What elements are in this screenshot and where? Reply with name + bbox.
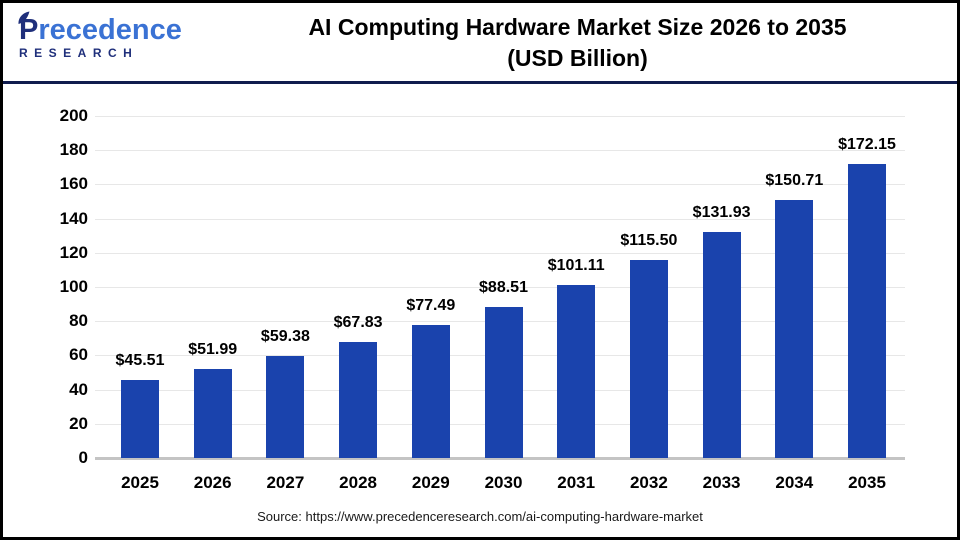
gridline-140: [95, 218, 905, 220]
bar-2033: [702, 232, 741, 458]
bar-2030: [484, 306, 523, 458]
chart-title: AI Computing Hardware Market Size 2026 t…: [198, 3, 957, 81]
y-tick-140: 140: [59, 208, 88, 228]
bar-value-2030: $88.51: [479, 278, 528, 296]
bar-2026: [193, 369, 232, 458]
bar-2029: [411, 325, 450, 458]
x-tick-2034: 2034: [775, 473, 814, 492]
logo-first-letter: P: [19, 14, 39, 46]
gridline-160: [95, 184, 905, 186]
bar-2034: [775, 200, 814, 458]
bar-value-2028: $67.83: [333, 314, 383, 331]
y-tick-80: 80: [69, 311, 88, 331]
x-tick-2027: 2027: [266, 473, 305, 492]
bar-value-2035: $172.15: [838, 135, 896, 153]
gridline-120: [95, 252, 905, 254]
x-tick-2026: 2026: [193, 473, 232, 492]
gridline-200: [95, 116, 905, 117]
y-tick-100: 100: [59, 277, 88, 296]
y-tick-20: 20: [69, 413, 88, 433]
y-tick-200: 200: [59, 106, 88, 125]
x-tick-2025: 2025: [121, 473, 159, 492]
x-tick-2033: 2033: [702, 473, 741, 492]
chart-title-line2: (USD Billion): [507, 45, 648, 71]
x-tick-2031: 2031: [557, 473, 596, 492]
precedence-research-logo: Precedence RESEARCH: [3, 3, 198, 81]
bar-value-2032: $115.50: [620, 232, 678, 250]
logo-wordmark: Precedence: [19, 15, 198, 45]
bar-value-2033: $131.93: [692, 204, 751, 222]
bar-value-2027: $59.38: [260, 328, 310, 346]
bar-value-2026: $51.99: [188, 341, 238, 359]
bar-2025: [121, 380, 159, 458]
bar-value-2034: $150.71: [765, 172, 824, 190]
bar-2032: [629, 260, 668, 458]
gridline-180: [95, 150, 905, 152]
header: Precedence RESEARCH AI Computing Hardwar…: [3, 3, 957, 81]
y-tick-60: 60: [69, 345, 88, 365]
header-divider: [3, 81, 957, 84]
x-tick-2028: 2028: [339, 473, 377, 492]
bar-chart: 0 20 40 60 80 100 120 140 160 180 200 $45.51 2025 $51…: [3, 85, 957, 505]
gridline-100: [95, 287, 905, 288]
bar-2028: [339, 342, 378, 458]
y-tick-160: 160: [59, 174, 88, 194]
logo-subtitle: RESEARCH: [19, 46, 139, 60]
bar-value-2031: $101.11: [547, 257, 605, 275]
bar-value-2029: $77.49: [406, 297, 456, 315]
bar-value-2025: $45.51: [115, 352, 165, 370]
bar-2031: [557, 285, 596, 458]
x-tick-2032: 2032: [629, 473, 668, 492]
bar-2027: [266, 356, 305, 458]
y-tick-0: 0: [78, 448, 88, 467]
y-tick-180: 180: [59, 140, 88, 160]
source-text: Source: https://www.precedenceresearch.c…: [257, 509, 703, 524]
x-tick-2030: 2030: [484, 473, 523, 492]
bar-2035: [848, 163, 886, 458]
y-tick-120: 120: [59, 242, 88, 262]
x-tick-2029: 2029: [411, 473, 450, 492]
x-axis-line: [95, 457, 905, 460]
logo-rest: recedence: [38, 14, 182, 46]
y-tick-40: 40: [69, 379, 88, 399]
x-tick-2035: 2035: [848, 473, 886, 492]
chart-title-line1: AI Computing Hardware Market Size 2026 t…: [308, 14, 847, 40]
leaf-icon: [17, 11, 30, 30]
